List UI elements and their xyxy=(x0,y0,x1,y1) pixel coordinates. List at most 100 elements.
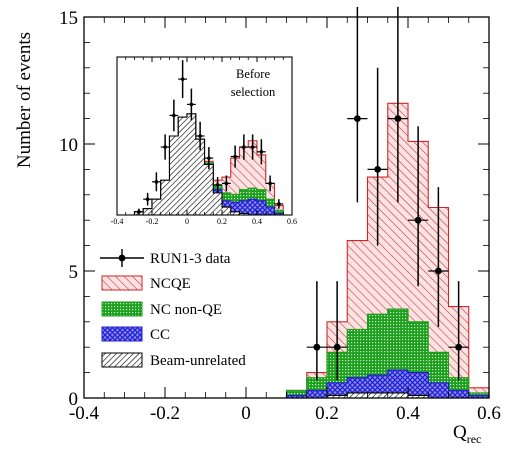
main-data-point xyxy=(333,343,341,351)
inset-x-tick-label: 0.6 xyxy=(287,217,297,226)
inset-bar-beam_unrelated xyxy=(222,207,231,215)
main-bar-nc_nonqe xyxy=(286,390,307,398)
main-bar-beam_unrelated xyxy=(408,395,429,398)
legend-data-marker xyxy=(118,254,126,262)
inset-bar-beam_unrelated xyxy=(230,211,240,215)
main-bar-cc xyxy=(408,372,429,398)
main-data-point xyxy=(434,267,442,275)
inset-data-point xyxy=(207,156,211,160)
main-bar-beam_unrelated xyxy=(387,392,408,398)
inset-annotation-line2: selection xyxy=(231,85,276,99)
main-data-point xyxy=(455,343,463,351)
legend-label-cc: CC xyxy=(150,327,170,343)
inset-bar-ncqe xyxy=(239,147,249,215)
legend-label-beam_unrelated: Beam-unrelated xyxy=(150,353,246,369)
inset-data-point xyxy=(189,102,194,107)
main-data-point xyxy=(374,166,382,173)
main-data-point xyxy=(414,216,422,224)
inset-data-point xyxy=(180,77,185,81)
main-data-point xyxy=(313,343,321,351)
inset-bar-ncqe xyxy=(230,158,240,215)
inset-bar-ncqe xyxy=(257,154,266,215)
main-bar-cc xyxy=(428,382,449,398)
main-y-tick-label: 5 xyxy=(69,262,79,283)
main-x-tick-label: -0.2 xyxy=(150,403,180,424)
inset-data-point xyxy=(215,183,220,187)
main-y-tick-label: 10 xyxy=(59,135,78,156)
inset-x-tick-label: -0.2 xyxy=(146,217,159,226)
inset-bar-beam_unrelated xyxy=(195,139,205,215)
main-bar-cc xyxy=(286,395,307,398)
inset-bar-beam_unrelated xyxy=(169,136,179,215)
inset-bar-beam_unrelated xyxy=(160,180,170,215)
inset-x-tick-label: 0.2 xyxy=(217,217,227,226)
main-x-tick-label: 0 xyxy=(241,403,251,424)
inset-bar-cc xyxy=(239,200,249,215)
y-axis-label: Number of events xyxy=(14,32,35,168)
main-x-tick-label: 0.4 xyxy=(396,403,420,424)
main-bar-cc xyxy=(468,395,489,398)
inset-bar-beam_unrelated xyxy=(204,164,214,215)
main-y-tick-label: 15 xyxy=(59,8,78,29)
inset-bar-beam_unrelated xyxy=(213,192,222,215)
inset-bar-beam_unrelated xyxy=(239,213,249,215)
x-axis-label-subscript: rec xyxy=(467,432,482,446)
inset-bar-beam_unrelated xyxy=(143,208,152,215)
main-data-point xyxy=(353,115,361,122)
main-x-tick-label: 0.6 xyxy=(477,403,501,424)
legend-label-data: RUN1-3 data xyxy=(150,251,231,267)
inset-bar-beam_unrelated xyxy=(152,199,161,215)
main-bar-cc xyxy=(448,390,469,398)
inset-x-tick-label: 0.4 xyxy=(252,217,262,226)
inset-data-point xyxy=(163,145,167,149)
inset-data-point xyxy=(250,145,255,149)
main-x-tick-label: -0.4 xyxy=(69,403,100,424)
main-axis-ticks: -0.4 -0.2 0 0.2 0.4 0.6 0 5 10 15 xyxy=(59,8,501,424)
legend-label-nc_nonqe: NC non-QE xyxy=(150,302,222,318)
main-outline-nc_nonqe xyxy=(266,308,490,399)
inset-data-point xyxy=(145,197,150,201)
main-data-point xyxy=(394,115,402,122)
inset-data-point xyxy=(172,113,176,118)
legend-swatch-nc_nonqe xyxy=(101,301,143,317)
inset-data-point xyxy=(277,202,281,206)
inset-bar-cc xyxy=(248,199,257,215)
inset-data-point xyxy=(224,181,229,186)
x-axis-label-main: Q xyxy=(453,422,467,443)
inset-bar-nc_nonqe xyxy=(274,210,284,215)
legend-label-ncqe: NCQE xyxy=(150,276,191,292)
inset-bar-cc xyxy=(274,213,284,215)
main-bar-beam_unrelated xyxy=(347,392,368,398)
inset-bar-cc xyxy=(265,207,275,215)
inset-data-point xyxy=(154,180,159,184)
main-bar-cc xyxy=(306,390,327,398)
legend: RUN1-3 data NCQE NC non-QE CC Beam-unrelated xyxy=(100,249,246,369)
main-bar-beam_unrelated xyxy=(327,395,348,398)
inset-data-point xyxy=(233,154,237,159)
main-y-tick-label: 0 xyxy=(69,389,79,410)
legend-swatch-beam_unrelated xyxy=(101,352,143,368)
main-bar-cc xyxy=(367,375,388,398)
main-bar-cc xyxy=(387,370,408,398)
inset-axis-ticks: -0.4 -0.2 0 0.2 0.4 0.6 xyxy=(111,57,297,226)
inset-bar-ncqe xyxy=(248,140,257,215)
main-histogram-stack xyxy=(266,102,490,399)
inset-x-tick-label: -0.4 xyxy=(111,217,124,226)
legend-swatch-cc xyxy=(101,326,143,342)
main-data-points xyxy=(306,6,469,381)
inset-annotation-line1: Before xyxy=(236,67,270,81)
main-bar-beam_unrelated xyxy=(367,392,388,398)
inset-bar-cc xyxy=(257,200,266,215)
inset-bar-beam_unrelated xyxy=(187,113,196,215)
inset-x-tick-label: 0 xyxy=(185,217,189,226)
inset-data-point xyxy=(137,210,141,214)
inset-data-points xyxy=(134,60,284,215)
inset-data-point xyxy=(259,150,264,154)
inset-data-point xyxy=(198,134,202,138)
main-x-tick-label: 0.2 xyxy=(315,403,339,424)
inset-data-point xyxy=(268,181,272,186)
inset-data-point xyxy=(242,145,246,149)
main-bar-cc xyxy=(327,382,348,398)
inset-bar-cc xyxy=(230,202,240,215)
